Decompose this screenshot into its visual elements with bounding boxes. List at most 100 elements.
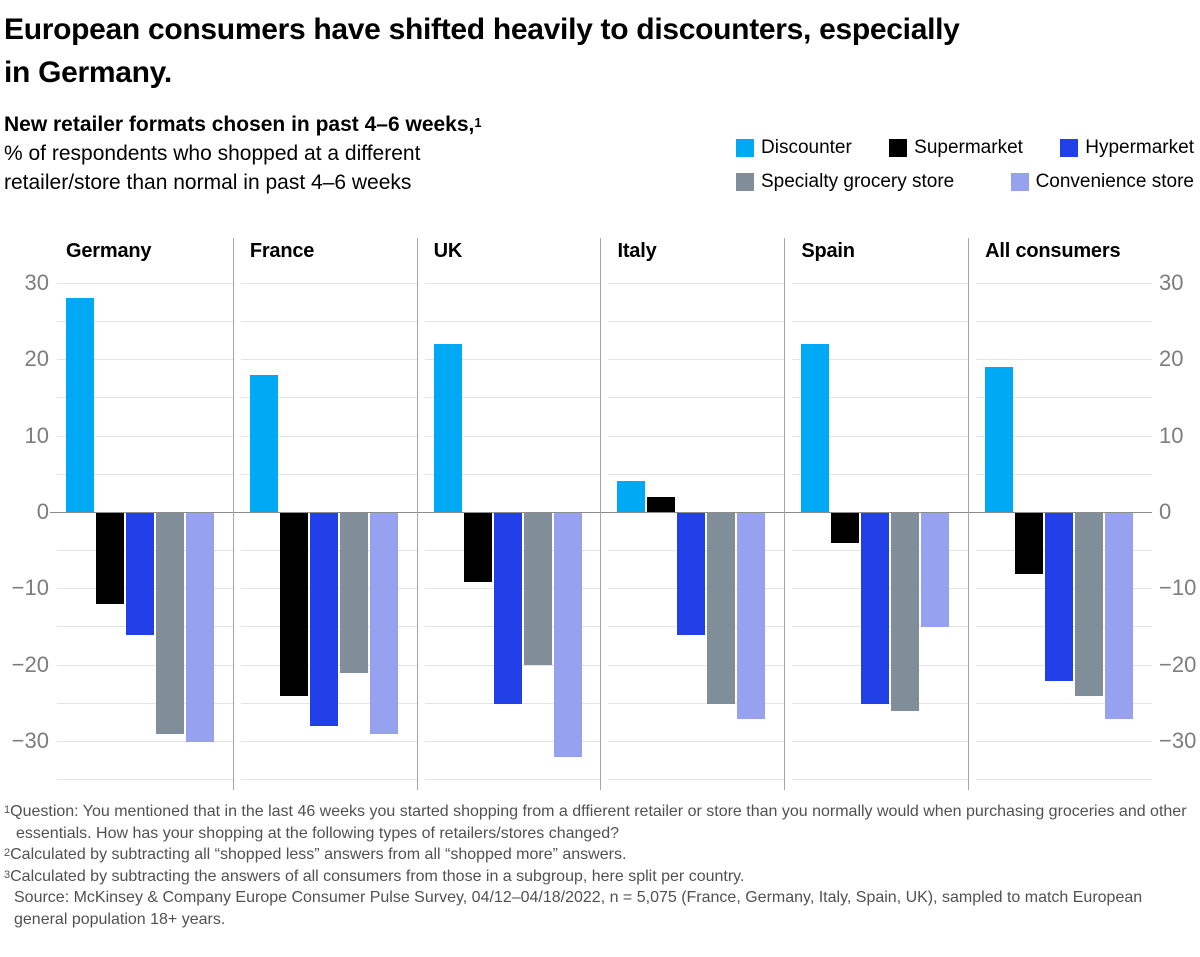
gridline xyxy=(976,779,1152,780)
footnote-number: 2 xyxy=(4,847,11,859)
bar-discounter-italy xyxy=(617,481,646,512)
gridline xyxy=(608,473,785,475)
zero-line xyxy=(969,511,1152,513)
gridline xyxy=(608,359,785,361)
footnote-ref-1: 1 xyxy=(474,115,482,130)
y-tick-left: −20 xyxy=(11,651,49,677)
gridline xyxy=(424,359,601,361)
gridline xyxy=(608,435,785,437)
bar-hypermarket-france xyxy=(309,512,338,727)
bar-supermarket-spain xyxy=(831,512,860,544)
gridline xyxy=(240,740,417,742)
gridline xyxy=(57,321,233,323)
footnote-text: Calculated by subtracting the answers of… xyxy=(10,867,745,885)
gridline xyxy=(424,321,601,323)
footnote-number: 3 xyxy=(4,868,11,881)
panel-title-france: France xyxy=(249,240,315,262)
y-axis-right: 30 20 10 0 −10 −20 −30 xyxy=(1152,238,1200,790)
gridline xyxy=(57,740,233,742)
gridline xyxy=(424,283,601,284)
gridline xyxy=(608,283,785,284)
zero-line xyxy=(50,511,233,513)
bar-discounter-france xyxy=(249,374,278,512)
panel-title-germany: Germany xyxy=(66,240,152,262)
y-tick-right: 20 xyxy=(1159,346,1184,372)
bar-hypermarket-italy xyxy=(677,512,706,635)
chart-subtitle-bold: New retailer formats chosen in past 4–6 … xyxy=(4,110,482,139)
gridline xyxy=(608,779,785,780)
bar-hypermarket-spain xyxy=(861,512,890,704)
exhibit-page: European consumers have shifted heavily … xyxy=(0,8,1200,957)
y-tick-left: 20 xyxy=(24,346,49,372)
y-tick-left: 10 xyxy=(24,422,49,448)
gridline xyxy=(976,359,1152,361)
bar-convenience-store-spain xyxy=(921,512,950,628)
gridline xyxy=(792,740,969,742)
gridline xyxy=(608,397,785,399)
gridline xyxy=(976,435,1152,437)
y-tick-right: 0 xyxy=(1159,498,1172,524)
gridline xyxy=(240,779,417,780)
y-axis-left: 30 20 10 0 −10 −20 −30 xyxy=(4,238,50,790)
panel-all-consumers: All consumers xyxy=(968,238,1152,790)
bar-discounter-all-consumers xyxy=(985,366,1014,512)
panel-uk: UK xyxy=(416,238,601,790)
page-title: European consumers have shifted heavily … xyxy=(4,8,1194,94)
bar-chart: 30 20 10 0 −10 −20 −30 Germany France UK Italy Spa… xyxy=(4,238,1200,790)
gridline xyxy=(57,397,233,399)
bar-convenience-store-france xyxy=(369,512,398,735)
y-tick-right: −30 xyxy=(1159,727,1197,753)
gridline xyxy=(792,321,969,323)
gridline xyxy=(57,283,233,284)
bar-specialty-grocery-store-france xyxy=(339,512,368,674)
chart-subtitle-desc-line2: retailer/store than normal in past 4–6 w… xyxy=(4,171,412,194)
legend-item-discounter: Discounter xyxy=(736,137,852,159)
gridline xyxy=(57,473,233,475)
gridline xyxy=(608,664,785,666)
y-tick-left: −30 xyxy=(11,727,49,753)
panel-title-italy: Italy xyxy=(617,240,657,262)
gridline xyxy=(976,397,1152,399)
panel-spain: Spain xyxy=(784,238,969,790)
y-tick-right: −10 xyxy=(1159,575,1197,601)
legend-swatch-specialty-grocery-store-icon xyxy=(736,173,754,191)
bar-supermarket-germany xyxy=(96,512,124,605)
gridline xyxy=(57,435,233,437)
gridline xyxy=(240,435,417,437)
gridline xyxy=(608,321,785,323)
y-tick-left: 0 xyxy=(36,498,49,524)
bar-discounter-germany xyxy=(66,298,94,512)
bar-convenience-store-uk xyxy=(553,512,582,758)
legend-swatch-discounter-icon xyxy=(736,139,754,157)
legend-item-supermarket: Supermarket xyxy=(889,137,1023,159)
gridline xyxy=(57,359,233,361)
footnote-text: Source: McKinsey & Company Europe Consum… xyxy=(14,889,1143,928)
gridline xyxy=(424,435,601,437)
bar-discounter-uk xyxy=(433,344,462,512)
legend-label: Convenience store xyxy=(1035,171,1194,192)
panel-title-uk: UK xyxy=(433,240,463,262)
panel-italy: Italy xyxy=(600,238,785,790)
legend-swatch-convenience-store-icon xyxy=(1010,173,1029,191)
header-row: New retailer formats chosen in past 4–6 … xyxy=(4,110,1200,197)
bar-supermarket-all-consumers xyxy=(1015,512,1044,574)
legend: Discounter Supermarket Hypermarket Specialt… xyxy=(736,137,1194,193)
gridline xyxy=(240,283,417,284)
legend-label: Discounter xyxy=(761,137,852,158)
footnotes: 1Question: You mentioned that in the las… xyxy=(4,801,1196,930)
chart-subtitle-desc-line1: % of respondents who shopped at a differ… xyxy=(4,142,421,165)
gridline xyxy=(976,740,1152,742)
chart-subtitle-bold-text: New retailer formats chosen in past 4–6 … xyxy=(4,113,475,136)
bar-specialty-grocery-store-all-consumers xyxy=(1075,512,1104,696)
bar-supermarket-france xyxy=(279,512,308,696)
y-tick-right: −20 xyxy=(1159,651,1197,677)
bar-specialty-grocery-store-germany xyxy=(156,512,184,735)
bar-hypermarket-germany xyxy=(126,512,154,635)
gridline xyxy=(424,473,601,475)
footnote-3: 3Calculated by subtracting the answers o… xyxy=(4,866,1196,888)
y-tick-left: −10 xyxy=(11,575,49,601)
gridline xyxy=(240,473,417,475)
bar-hypermarket-all-consumers xyxy=(1045,512,1074,681)
legend-label: Hypermarket xyxy=(1085,137,1194,158)
bar-specialty-grocery-store-spain xyxy=(891,512,920,712)
